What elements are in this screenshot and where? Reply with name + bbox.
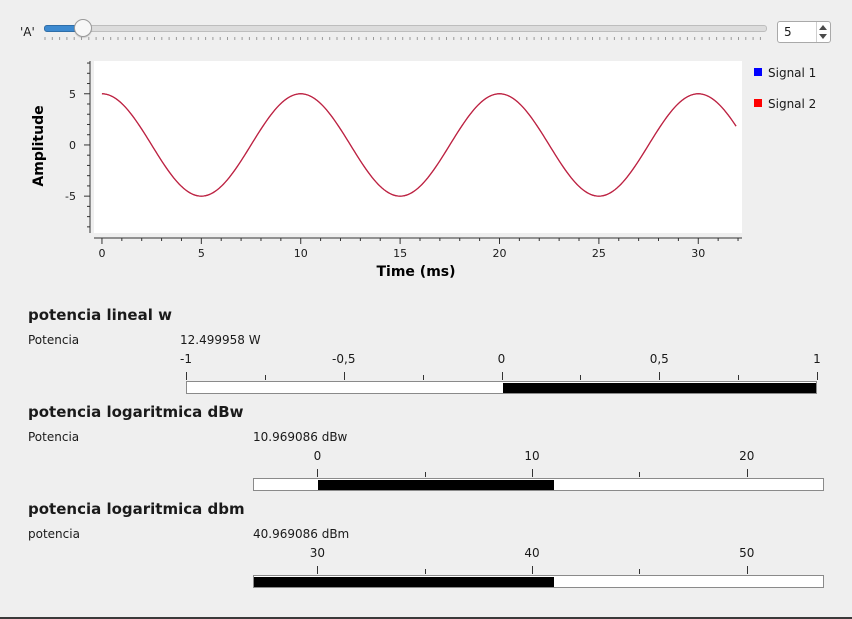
y-tick-label: 5 — [69, 88, 76, 101]
scale-tick — [317, 566, 319, 574]
scale-linear: -1 -0,5 0 0,5 1 — [180, 352, 821, 380]
time-plot[interactable]: 5 0 -5 0 5 10 15 20 25 30 Amplitude Time (ms) Si… — [0, 55, 852, 285]
scale-label: -1 — [180, 352, 192, 366]
scale-tick — [746, 469, 748, 477]
scale-tick — [746, 566, 748, 574]
scale-tick — [186, 372, 187, 380]
bar-dbm — [253, 575, 824, 588]
scale-tick — [532, 566, 534, 574]
scale-tick-minor — [424, 569, 426, 574]
scale-dbw: 0 10 20 — [253, 449, 824, 477]
scale-tick-minor — [738, 375, 740, 380]
x-tick-label: 0 — [98, 247, 105, 260]
legend: Signal 1 Signal 2 — [754, 66, 816, 111]
scale-label: -0,5 — [332, 352, 356, 366]
section-label-dbm: potencia — [28, 527, 80, 541]
section-label-dbw: Potencia — [28, 430, 80, 444]
x-tick-label: 20 — [492, 247, 506, 260]
scale-tick-minor — [580, 375, 582, 380]
scale-tick — [659, 372, 661, 380]
scale-tick — [817, 372, 818, 380]
legend-label-signal-1: Signal 1 — [768, 66, 816, 80]
scale-tick-minor — [639, 472, 641, 477]
spinbox-value[interactable]: 5 — [784, 25, 792, 39]
plot-canvas[interactable] — [94, 61, 742, 233]
bar-dbw — [253, 478, 824, 491]
section-value-dbw: 10.969086 dBw — [253, 430, 348, 444]
x-tick-label: 25 — [592, 247, 606, 260]
spin-up-icon[interactable] — [819, 25, 827, 30]
spin-down-icon[interactable] — [819, 34, 827, 39]
y-axis: 5 0 -5 — [65, 61, 91, 233]
legend-swatch-signal-2 — [754, 99, 762, 107]
scale-label: 0 — [497, 352, 506, 366]
amplitude-slider-handle[interactable] — [74, 19, 92, 37]
scale-label: 40 — [524, 546, 540, 560]
section-value-dbm: 40.969086 dBm — [253, 527, 350, 541]
section-title-linear: potencia lineal w — [28, 306, 172, 324]
scale-tick — [317, 469, 319, 477]
bar-linear — [186, 381, 817, 394]
x-tick-label: 15 — [393, 247, 407, 260]
legend-swatch-signal-1 — [754, 68, 762, 76]
x-tick-label: 30 — [691, 247, 705, 260]
scale-tick-minor — [264, 375, 266, 380]
scale-label: 0 — [313, 449, 322, 463]
scale-tick — [532, 469, 534, 477]
section-title-dbm: potencia logaritmica dbm — [28, 500, 245, 518]
scale-label: 10 — [524, 449, 540, 463]
scale-tick-minor — [422, 375, 424, 380]
scale-label: 50 — [739, 546, 755, 560]
scale-label: 1 — [813, 352, 821, 366]
bar-fill-linear — [502, 383, 816, 393]
scale-tick-minor — [424, 472, 426, 477]
window-bottom-border — [0, 617, 852, 619]
scale-label: 30 — [309, 546, 326, 560]
scale-dbm: 30 40 50 — [253, 546, 824, 574]
y-axis-label: Amplitude — [31, 105, 47, 186]
legend-label-signal-2: Signal 2 — [768, 97, 816, 111]
section-value-linear: 12.499958 W — [180, 333, 261, 347]
signal-1-line — [101, 93, 737, 197]
scale-tick-minor — [639, 569, 641, 574]
slider-ticks — [44, 37, 761, 40]
section-label-linear: Potencia — [28, 333, 80, 347]
x-axis: 0 5 10 15 20 25 30 — [94, 237, 742, 260]
amplitude-spinbox[interactable]: 5 — [777, 21, 831, 43]
x-tick-label: 10 — [294, 247, 308, 260]
scale-label: 0,5 — [649, 352, 669, 366]
bar-fill-dbw — [318, 480, 554, 490]
scale-tick — [501, 372, 503, 380]
bar-fill-dbm — [254, 577, 554, 587]
slider-label: 'A' — [20, 25, 35, 39]
x-axis-label: Time (ms) — [376, 264, 455, 280]
y-tick-label: 0 — [69, 139, 76, 152]
scale-tick — [343, 372, 345, 380]
section-title-dbw: potencia logaritmica dBw — [28, 403, 244, 421]
amplitude-slider-track[interactable] — [44, 25, 767, 32]
scale-label: 20 — [739, 449, 755, 463]
y-tick-label: -5 — [65, 190, 76, 203]
x-tick-label: 5 — [198, 247, 205, 260]
